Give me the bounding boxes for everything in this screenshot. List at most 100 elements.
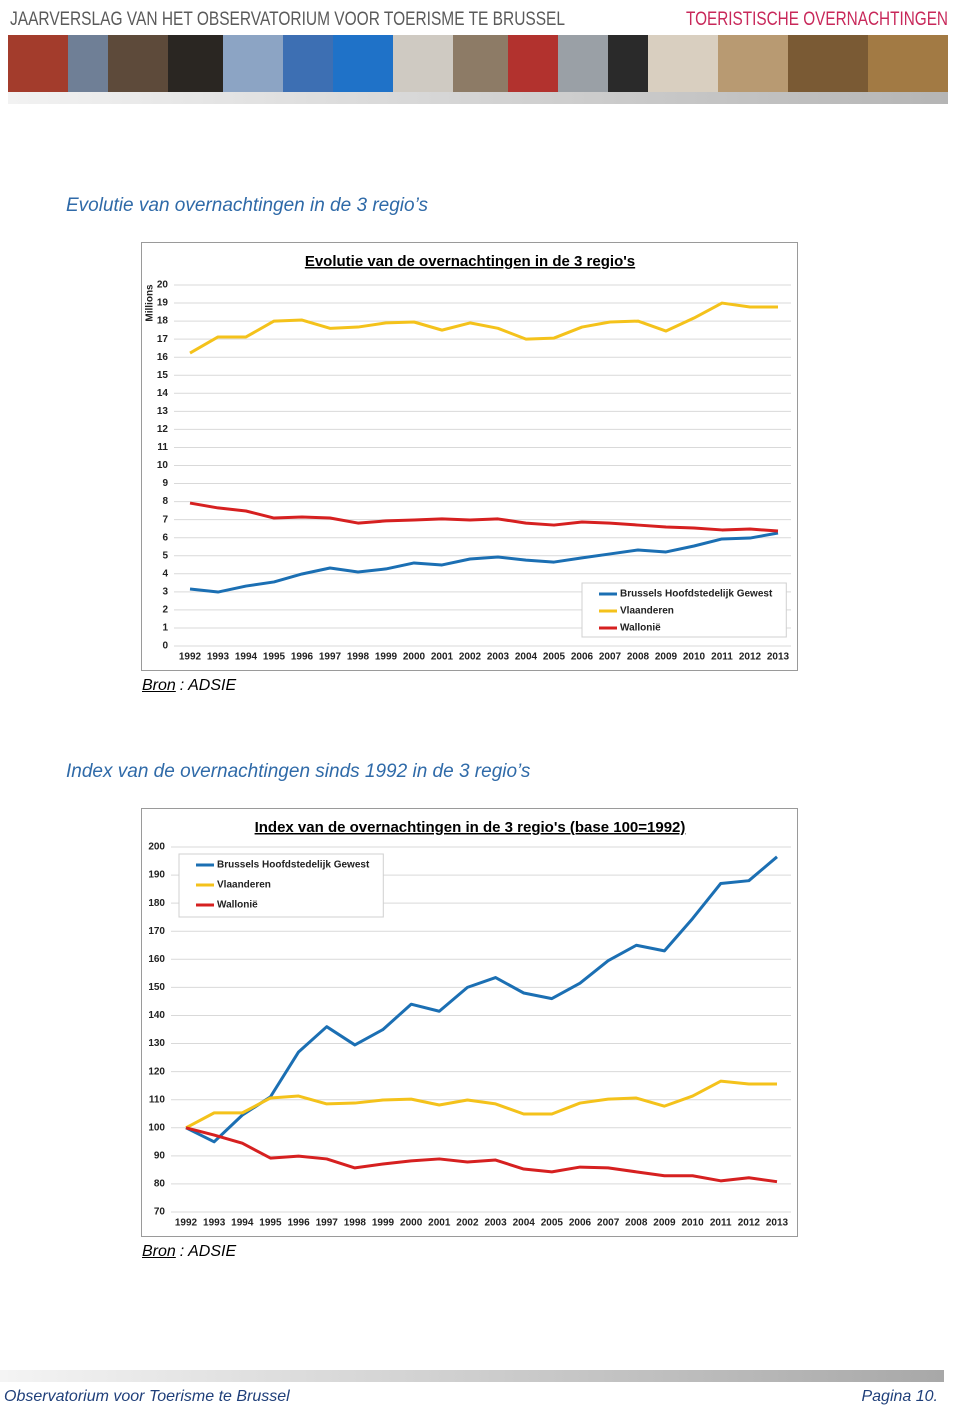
- x-tick-label: 2000: [403, 652, 426, 663]
- legend-label: Brussels Hoofdstedelijk Gewest: [217, 860, 370, 871]
- chart-title: Index van de overnachtingen in de 3 regi…: [255, 819, 686, 836]
- x-tick-label: 2013: [766, 1218, 789, 1229]
- x-tick-label: 1995: [259, 1218, 282, 1229]
- legend: Brussels Hoofdstedelijk Gewest Vlaanderen…: [178, 853, 384, 918]
- x-tick-label: 1993: [207, 652, 230, 663]
- x-tick-label: 2010: [681, 1218, 704, 1229]
- y-tick-label: 140: [148, 1010, 165, 1021]
- y-tick-label: 110: [149, 1094, 166, 1105]
- y-tick-label: 20: [157, 280, 169, 291]
- series-line: [185, 855, 778, 1144]
- legend: Brussels Hoofdstedelijk Gewest Vlaanderen…: [581, 582, 787, 638]
- x-tick-label: 2005: [541, 1218, 564, 1229]
- y-tick-label: 16: [157, 352, 169, 363]
- series-line: [185, 1079, 777, 1130]
- y-tick-label: 5: [162, 550, 168, 561]
- x-tick-label: 2009: [653, 1218, 676, 1229]
- series-line: [189, 531, 779, 594]
- y-tick-label: 14: [157, 388, 169, 399]
- y-axis-label: Millions: [145, 284, 156, 322]
- x-tick-label: 2003: [487, 652, 510, 663]
- y-tick-label: 13: [157, 406, 169, 417]
- y-tick-label: 200: [148, 842, 165, 853]
- y-tick-label: 7: [162, 514, 168, 525]
- x-tick-label: 2012: [739, 652, 762, 663]
- x-tick-label: 1998: [347, 652, 370, 663]
- x-tick-label: 1992: [179, 652, 202, 663]
- y-tick-label: 15: [157, 370, 169, 381]
- y-tick-label: 4: [162, 568, 168, 579]
- x-tick-label: 2006: [569, 1218, 592, 1229]
- series-line: [189, 501, 779, 533]
- x-tick-label: 2001: [428, 1218, 451, 1229]
- y-tick-label: 180: [148, 898, 165, 909]
- x-tick-label: 2011: [710, 1218, 732, 1229]
- source-label: Bron: [142, 677, 176, 694]
- x-tick-label: 2007: [599, 652, 622, 663]
- y-tick-label: 170: [148, 926, 165, 937]
- x-tick-label: 2013: [767, 652, 790, 663]
- y-tick-label: 18: [157, 316, 169, 327]
- y-tick-label: 12: [157, 424, 169, 435]
- x-tick-label: 2007: [597, 1218, 620, 1229]
- chart: Index van de overnachtingen in de 3 regi…: [148, 819, 791, 1229]
- series-line: [189, 301, 778, 355]
- legend-label: Vlaanderen: [620, 606, 674, 617]
- x-tick-label: 2004: [513, 1218, 536, 1229]
- x-tick-label: 2011: [711, 652, 733, 663]
- legend-label: Wallonië: [217, 900, 258, 911]
- x-tick-label: 1994: [235, 652, 258, 663]
- x-tick-label: 2008: [627, 652, 650, 663]
- source: Bron: ADSIE: [142, 1243, 236, 1261]
- x-tick-label: 1993: [203, 1218, 226, 1229]
- y-tick-label: 19: [157, 298, 169, 309]
- x-tick-label: 1996: [291, 652, 314, 663]
- y-tick-label: 8: [162, 496, 168, 507]
- x-tick-label: 2002: [459, 652, 482, 663]
- x-tick-label: 1998: [344, 1218, 367, 1229]
- x-tick-label: 1997: [319, 652, 342, 663]
- footer-left: Observatorium voor Toerisme te Brussel: [4, 1388, 290, 1405]
- x-tick-label: 1997: [316, 1218, 339, 1229]
- x-tick-label: 2009: [655, 652, 678, 663]
- y-tick-label: 120: [148, 1066, 165, 1077]
- y-tick-label: 150: [148, 982, 165, 993]
- page-header: JAARVERSLAG VAN HET OBSERVATORIUM VOOR T…: [8, 9, 948, 104]
- x-tick-label: 2000: [400, 1218, 423, 1229]
- y-tick-label: 0: [162, 641, 168, 652]
- legend-label: Wallonië: [620, 623, 661, 634]
- y-tick-label: 130: [148, 1038, 165, 1049]
- legend-label: Brussels Hoofdstedelijk Gewest: [620, 589, 773, 600]
- y-tick-label: 1: [162, 623, 168, 634]
- header-title: JAARVERSLAG VAN HET OBSERVATORIUM VOOR T…: [10, 9, 565, 30]
- x-tick-label: 1992: [175, 1218, 198, 1229]
- section-heading: Index van de overnachtingen sinds 1992 i…: [66, 761, 531, 782]
- y-tick-label: 2: [162, 605, 168, 616]
- header-band: [8, 92, 948, 104]
- x-tick-label: 2010: [683, 652, 706, 663]
- chart-title: Evolutie van de overnachtingen in de 3 r…: [305, 253, 635, 270]
- footer-right: Pagina 10.: [861, 1388, 938, 1405]
- y-tick-label: 90: [154, 1150, 166, 1161]
- x-tick-label: 2008: [625, 1218, 648, 1229]
- x-tick-label: 2003: [484, 1218, 507, 1229]
- y-tick-label: 70: [154, 1207, 166, 1218]
- x-tick-label: 1999: [372, 1218, 395, 1229]
- chart: Evolutie van de overnachtingen in de 3 r…: [145, 253, 791, 663]
- x-tick-label: 2005: [543, 652, 566, 663]
- x-tick-label: 2002: [456, 1218, 479, 1229]
- x-tick-label: 2001: [431, 652, 454, 663]
- chart-frame: Index van de overnachtingen in de 3 regi…: [141, 808, 798, 1237]
- y-tick-label: 3: [162, 586, 168, 597]
- chart-frame: Evolutie van de overnachtingen in de 3 r…: [141, 242, 798, 671]
- y-tick-label: 100: [148, 1122, 165, 1133]
- source-label: Bron: [142, 1243, 176, 1260]
- legend-label: Vlaanderen: [217, 880, 271, 891]
- x-tick-label: 2006: [571, 652, 594, 663]
- source: Bron: ADSIE: [142, 677, 236, 695]
- y-tick-label: 160: [148, 954, 165, 965]
- x-tick-label: 1995: [263, 652, 286, 663]
- y-tick-label: 11: [157, 442, 168, 453]
- x-tick-label: 1999: [375, 652, 398, 663]
